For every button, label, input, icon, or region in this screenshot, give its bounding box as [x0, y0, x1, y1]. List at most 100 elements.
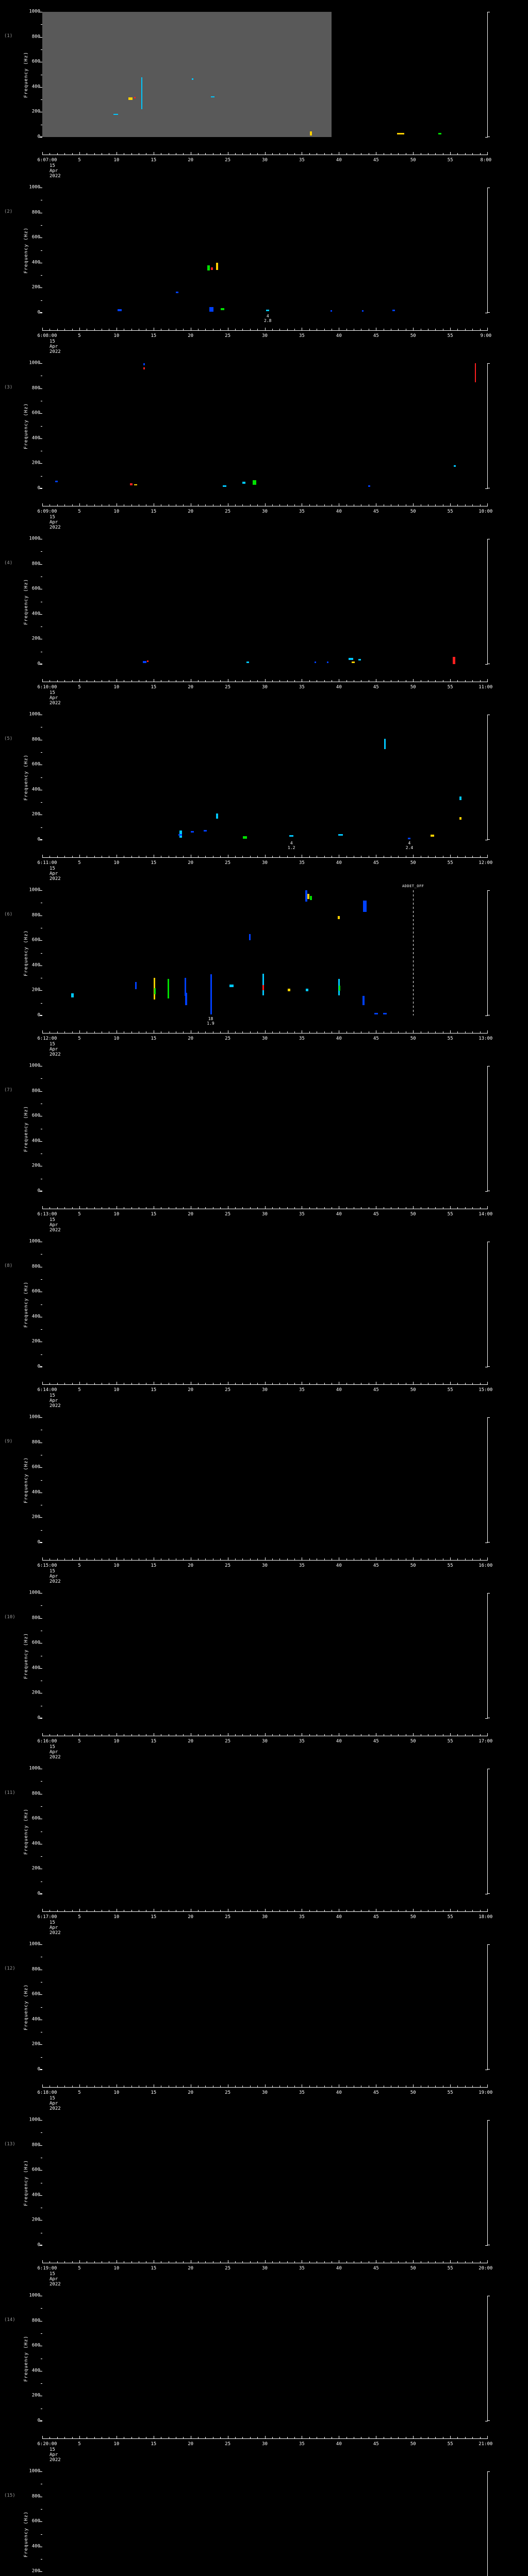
- x-axis-minor-tick: [324, 2437, 325, 2438]
- spectrogram-energy-blob: [141, 77, 142, 109]
- y-axis-tick-label: 800: [31, 737, 40, 742]
- y-axis-major-tick: [485, 2245, 488, 2246]
- y-axis-minor-tick: [41, 1329, 42, 1330]
- x-axis-minor-tick: [250, 2086, 251, 2087]
- x-axis-minor-tick: [257, 2437, 258, 2438]
- spectrogram-energy-blob: [408, 838, 411, 840]
- x-axis-major-tick: [450, 1909, 451, 1911]
- x-axis-minor-tick: [220, 1207, 221, 1209]
- x-axis-tick-label: 5: [78, 2266, 81, 2271]
- x-axis-minor-tick: [457, 2261, 458, 2263]
- x-axis-cap-left: [42, 328, 43, 330]
- x-axis-major-tick: [413, 2260, 414, 2263]
- x-axis-minor-tick: [250, 856, 251, 857]
- y-axis-title-wrap: Frequency (Hz): [5, 1769, 29, 1894]
- spectrogram-panel: (11) Frequency (Hz) 0 200 400 600 800 1000 6:17:…: [0, 1757, 528, 1936]
- x-axis-minor-tick: [257, 1031, 258, 1033]
- x-axis-major-tick: [265, 1557, 266, 1560]
- y-axis-tick-label: 600: [31, 2167, 40, 2173]
- y-axis-tick-label: 400: [31, 2192, 40, 2198]
- x-axis-minor-tick: [465, 680, 466, 682]
- y-axis-minor-tick: [41, 1530, 42, 1531]
- date-line-2: 2022: [50, 1755, 61, 1760]
- x-axis-minor-tick: [183, 1558, 184, 1560]
- x-axis-minor-tick: [287, 1734, 288, 1736]
- x-axis-tick-label: 25: [225, 2090, 230, 2095]
- y-axis-tick-label: 800: [31, 561, 40, 567]
- x-axis-minor-tick: [250, 680, 251, 682]
- x-axis-minor-tick: [64, 1558, 65, 1560]
- x-axis-major-tick: [413, 1557, 414, 1560]
- x-axis-minor-tick: [457, 680, 458, 682]
- x-axis-tick-label: 50: [410, 1387, 416, 1393]
- x-axis-minor-tick: [294, 680, 295, 682]
- x-axis-tick-labels: 6:18:00 5 10 15 20 25 30 35 40 45 50 55 19:00: [0, 2090, 528, 2096]
- x-axis-minor-tick: [220, 504, 221, 506]
- x-axis-tick-label: 15: [151, 2266, 157, 2271]
- panel-index-label: (9): [4, 1439, 13, 1444]
- y-axis-tick-label: 600: [31, 1991, 40, 1997]
- x-axis-minor-tick: [287, 856, 288, 857]
- y-axis-major-tick: [40, 1091, 42, 1092]
- spectrogram-energy-blob: [117, 309, 122, 311]
- y-axis-tick-label: 400: [31, 1841, 40, 1846]
- plot-background: [42, 1769, 487, 1894]
- x-axis-minor-tick: [198, 2437, 199, 2438]
- x-axis-minor-tick: [279, 153, 280, 155]
- panel-index-label: (12): [4, 1966, 15, 1971]
- y-axis-title-wrap: Frequency (Hz): [5, 1242, 29, 1367]
- x-axis-tick-label: 20: [188, 860, 194, 866]
- date-line-1: Apr: [50, 1750, 58, 1755]
- x-axis-minor-tick: [398, 1558, 399, 1560]
- spectrogram-panel: (7) Frequency (Hz) 0 200 400 600 800 1000 6:13:0…: [0, 1054, 528, 1233]
- spectrogram-energy-blob: [309, 896, 312, 901]
- date-line-2: 2022: [50, 1930, 61, 1936]
- x-axis-minor-tick: [242, 856, 243, 857]
- x-axis-tick-label: 45: [373, 158, 379, 163]
- x-axis-minor-tick: [57, 680, 58, 682]
- x-axis-date-label: 15 Apr 2022: [50, 1042, 61, 1057]
- date-line-1: Apr: [50, 2452, 58, 2458]
- x-axis-minor-tick: [324, 1383, 325, 1384]
- x-axis-minor-tick: [272, 1031, 273, 1033]
- x-axis-minor-tick: [309, 1383, 310, 1384]
- y-axis-minor-tick: [41, 551, 42, 552]
- x-axis-major-tick: [413, 328, 414, 330]
- date-line-0: 15: [50, 2272, 55, 2277]
- x-axis-minor-tick: [472, 856, 473, 857]
- x-axis-minor-tick: [220, 1558, 221, 1560]
- x-axis-tick-label: 35: [299, 1739, 305, 1744]
- y-axis-tick-labels: 0 200 400 600 800 1000: [23, 2117, 40, 2247]
- y-axis-tick-label: 600: [31, 1289, 40, 1294]
- x-axis-minor-tick: [57, 2086, 58, 2087]
- x-axis-tick-label: 35: [299, 2442, 305, 2447]
- y-axis-minor-tick: [41, 2308, 42, 2309]
- plot-area: [42, 1066, 487, 1191]
- x-axis-major-tick: [265, 1206, 266, 1209]
- plot-area: [42, 539, 487, 664]
- spectrogram-energy-blob: [459, 796, 462, 800]
- x-axis-tick-label: 40: [336, 1914, 342, 1920]
- x-axis-tick-labels: 6:15:00 5 10 15 20 25 30 35 40 45 50 55 16:00: [0, 1563, 528, 1569]
- x-axis-minor-tick: [131, 1910, 132, 1911]
- date-line-2: 2022: [50, 2106, 61, 2111]
- x-axis-minor-tick: [287, 2261, 288, 2263]
- x-axis-minor-tick: [235, 2261, 236, 2263]
- x-axis-tick-label: 15: [151, 685, 157, 690]
- x-axis-minor-tick: [457, 153, 458, 155]
- x-axis-tick-label: 30: [262, 1739, 268, 1744]
- x-axis-minor-tick: [457, 1910, 458, 1911]
- x-axis-tick-labels: 6:09:00 5 10 15 20 25 30 35 40 45 50 55 10:00: [0, 509, 528, 515]
- x-axis-minor-tick: [198, 329, 199, 330]
- axis-cap-top: [487, 2471, 490, 2472]
- spectrogram-panel: (8) Frequency (Hz) 0 200 400 600 800 1000 6:14:0…: [0, 1230, 528, 1409]
- x-axis-minor-tick: [435, 2437, 436, 2438]
- spectrogram-energy-blob: [249, 934, 251, 941]
- y-axis-minor-tick: [41, 1480, 42, 1481]
- x-axis-minor-tick: [398, 1734, 399, 1736]
- spectrogram-energy-blob: [361, 310, 364, 312]
- annotation-bottom-value: 2.4: [405, 845, 414, 850]
- x-axis-minor-tick: [398, 680, 399, 682]
- x-axis-minor-tick: [198, 2086, 199, 2087]
- spectrogram-energy-blob: [397, 133, 404, 135]
